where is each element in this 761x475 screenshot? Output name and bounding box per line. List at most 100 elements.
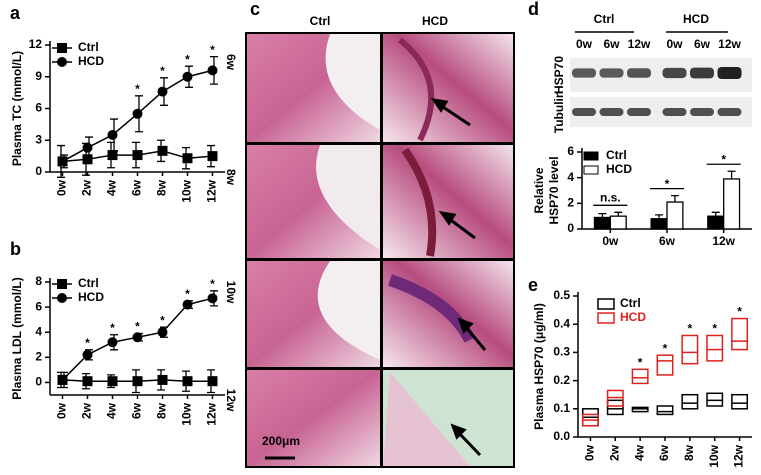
y-tick-label: 9	[35, 69, 42, 83]
legend-label: Ctrl	[606, 148, 627, 162]
x-tick-label: 12w	[732, 444, 746, 467]
x-tick-label: 2w	[607, 444, 621, 461]
legend-label: Ctrl	[620, 296, 641, 310]
box	[656, 405, 674, 416]
y-axis-label: Plasma HSP70 (μg/ml)	[532, 303, 546, 430]
significance: *	[712, 322, 717, 336]
histology-panel: 200μm Ctrl HCD 6w 8w 10w 12w	[224, 14, 515, 468]
band	[627, 68, 651, 78]
x-tick-label: 0w	[55, 402, 69, 419]
legend-label: Ctrl	[78, 276, 99, 290]
x-tick-label: 6w	[657, 444, 671, 461]
y-tick-label: 0	[567, 221, 574, 235]
row-label: 6w	[224, 54, 238, 71]
tissue	[383, 372, 470, 466]
y-tick-label: 0	[35, 164, 42, 178]
y-axis-label: Relative	[532, 167, 546, 213]
y-tick-label: 0.5	[553, 288, 570, 302]
point	[182, 71, 193, 82]
band	[717, 108, 742, 116]
point	[107, 376, 118, 387]
legend-swatch	[597, 298, 615, 310]
panel-label: e	[528, 275, 538, 295]
x-tick-label: 10w	[707, 444, 721, 467]
legend-label: HCD	[606, 162, 632, 176]
y-tick-label: 6	[567, 144, 574, 158]
box	[706, 334, 724, 362]
band	[690, 108, 714, 116]
significance: *	[665, 177, 670, 191]
x-tick-label: 0w	[583, 444, 597, 461]
y-tick-label: 2	[35, 350, 42, 364]
band	[627, 108, 651, 116]
lane-label: 12w	[628, 37, 651, 51]
x-tick-label: 10w	[180, 179, 194, 202]
x-tick-label: 6w	[130, 179, 144, 196]
x-tick-label: 12w	[712, 234, 735, 248]
y-tick-label: 0	[35, 375, 42, 389]
bar	[593, 216, 611, 230]
micrograph	[247, 370, 380, 466]
legend-marker	[57, 279, 67, 289]
point	[107, 129, 118, 140]
point	[157, 145, 168, 156]
significance: *	[210, 43, 215, 57]
panel-label: b	[10, 239, 21, 259]
point	[182, 153, 193, 164]
y-tick-label: 2	[567, 196, 574, 210]
scale-bar-label: 200μm	[262, 434, 300, 448]
error-bar	[727, 170, 736, 179]
y-tick-label: 8	[35, 274, 42, 288]
column-label: Ctrl	[310, 14, 331, 28]
x-tick-label: 6w	[659, 234, 676, 248]
band	[717, 67, 742, 79]
row-label: Tubulin	[552, 91, 566, 133]
error-bar	[670, 194, 679, 203]
significance: *	[135, 82, 140, 96]
band	[690, 67, 714, 79]
y-tick-label: 6	[35, 299, 42, 313]
box	[606, 399, 624, 416]
box	[681, 334, 699, 365]
error-bar	[598, 212, 607, 218]
significance: *	[688, 322, 693, 336]
legend-label: Ctrl	[78, 40, 99, 54]
error-bar	[711, 211, 720, 217]
x-tick-label: 0w	[602, 234, 619, 248]
point	[132, 332, 143, 343]
y-axis-label: HSP70 level	[547, 156, 561, 224]
point	[57, 374, 68, 385]
x-tick-label: 2w	[80, 179, 94, 196]
lumen	[325, 34, 380, 130]
point	[82, 154, 93, 165]
lane-label: 6w	[603, 37, 620, 51]
significance: *	[85, 336, 90, 350]
y-tick-label: 12	[29, 37, 43, 51]
lane-label: 0w	[666, 37, 683, 51]
vessel-wall	[401, 147, 437, 257]
x-tick-label: 8w	[155, 402, 169, 419]
point	[182, 376, 193, 387]
point	[107, 337, 118, 348]
point	[57, 156, 68, 167]
micrograph	[383, 34, 513, 142]
group-label: Ctrl	[594, 12, 615, 26]
arrows	[430, 97, 487, 457]
point	[207, 376, 218, 387]
point	[82, 376, 93, 387]
y-tick-label: 0.0	[553, 429, 570, 443]
point	[132, 108, 143, 119]
box	[681, 393, 699, 410]
micrograph	[383, 145, 513, 258]
significance: *	[737, 305, 742, 319]
y-tick-label: 0.4	[553, 316, 570, 330]
lane-label: 12w	[718, 37, 741, 51]
legend-swatch	[597, 312, 615, 324]
panel-label: d	[528, 0, 539, 19]
legend-marker	[57, 57, 67, 67]
y-axis-label: Plasma LDL (mmol/L)	[10, 277, 24, 399]
y-tick-label: 4	[35, 324, 42, 338]
y-tick-label: 0.3	[553, 345, 570, 359]
significance: *	[185, 287, 190, 301]
significance: *	[638, 355, 643, 369]
